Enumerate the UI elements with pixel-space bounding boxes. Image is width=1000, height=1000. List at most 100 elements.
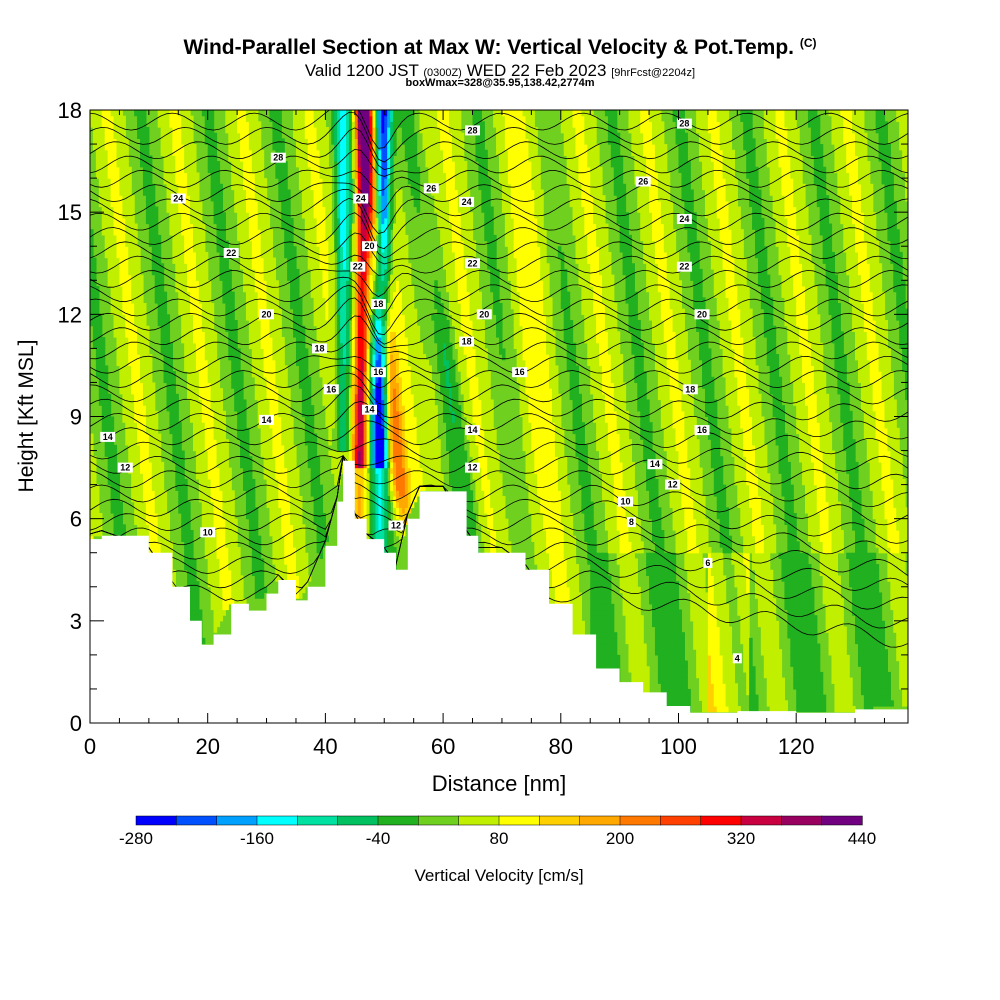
w-cell	[90, 439, 94, 446]
w-cell	[272, 320, 276, 327]
w-cell	[98, 195, 103, 202]
w-cell	[90, 285, 94, 293]
w-cell	[240, 212, 244, 219]
w-cell	[313, 484, 318, 491]
w-cell	[125, 285, 129, 293]
w-cell	[95, 495, 100, 503]
w-cell	[281, 512, 285, 520]
w-cell	[272, 512, 276, 520]
w-cell	[272, 444, 276, 452]
w-cell	[343, 268, 347, 276]
w-cell	[134, 240, 138, 247]
w-cell	[354, 490, 359, 497]
w-cell	[187, 257, 191, 264]
w-cell	[319, 166, 324, 174]
w-cell	[240, 461, 244, 469]
w-cell	[272, 376, 276, 384]
w-cell	[319, 212, 324, 219]
w-cell	[343, 246, 347, 253]
w-cell	[95, 320, 100, 327]
w-cell	[113, 512, 118, 520]
w-cell	[337, 149, 341, 157]
w-cell	[266, 285, 271, 293]
w-cell	[337, 138, 341, 145]
w-cell	[98, 178, 103, 185]
w-cell	[104, 166, 109, 174]
w-cell	[222, 217, 226, 225]
w-cell	[181, 331, 185, 338]
w-cell	[328, 200, 332, 208]
w-cell	[340, 263, 344, 270]
w-cell	[225, 512, 229, 520]
w-cell	[184, 115, 188, 122]
w-cell	[304, 569, 309, 577]
w-cell	[219, 535, 224, 542]
w-cell	[110, 302, 115, 310]
w-cell	[116, 138, 121, 145]
w-cell	[145, 450, 150, 457]
w-cell	[260, 302, 265, 310]
w-cell	[243, 473, 247, 480]
w-cell	[266, 206, 271, 213]
w-cell	[137, 473, 141, 480]
w-cell	[316, 541, 321, 548]
w-cell	[245, 467, 250, 474]
w-cell	[231, 132, 235, 139]
w-cell	[90, 297, 94, 304]
w-cell	[245, 223, 250, 230]
w-cell	[178, 444, 182, 452]
w-cell	[278, 530, 282, 537]
w-cell	[251, 342, 256, 349]
w-cell	[348, 234, 353, 242]
w-cell	[116, 285, 121, 293]
w-cell	[351, 314, 356, 321]
w-cell	[275, 314, 279, 321]
w-cell	[295, 467, 300, 474]
w-cell	[257, 393, 262, 401]
w-cell	[216, 581, 221, 588]
w-cell	[107, 200, 112, 208]
w-cell	[148, 524, 153, 531]
w-cell	[275, 371, 279, 378]
w-cell	[95, 285, 100, 293]
w-cell	[248, 178, 253, 185]
w-cell	[195, 320, 200, 327]
w-cell	[304, 206, 309, 213]
w-cell	[122, 359, 126, 367]
w-cell	[163, 371, 168, 378]
w-cell	[251, 285, 256, 293]
w-cell	[154, 217, 159, 225]
w-cell	[343, 240, 347, 247]
w-cell	[295, 507, 300, 514]
w-cell	[195, 172, 200, 179]
w-cell	[101, 206, 106, 213]
w-cell	[145, 484, 150, 491]
w-cell	[148, 405, 153, 412]
w-cell	[278, 541, 282, 548]
w-cell	[301, 382, 306, 389]
w-cell	[184, 189, 188, 196]
w-cell	[125, 274, 129, 281]
w-cell	[284, 172, 288, 179]
w-cell	[157, 501, 162, 508]
w-cell	[163, 302, 168, 310]
w-cell	[263, 399, 268, 406]
w-cell	[243, 433, 247, 440]
w-cell	[154, 456, 159, 463]
w-cell	[354, 337, 359, 344]
w-cell	[284, 524, 288, 531]
w-cell	[354, 348, 359, 355]
w-cell	[345, 132, 350, 139]
w-cell	[248, 121, 253, 128]
w-cell	[131, 320, 135, 327]
w-cell	[198, 467, 203, 474]
w-cell	[319, 206, 324, 213]
w-cell	[337, 195, 341, 202]
w-cell	[319, 240, 324, 247]
w-cell	[151, 206, 156, 213]
w-cell	[204, 416, 209, 423]
w-cell	[354, 376, 359, 384]
w-cell	[187, 189, 191, 196]
w-cell	[304, 399, 309, 406]
w-cell	[169, 410, 173, 418]
